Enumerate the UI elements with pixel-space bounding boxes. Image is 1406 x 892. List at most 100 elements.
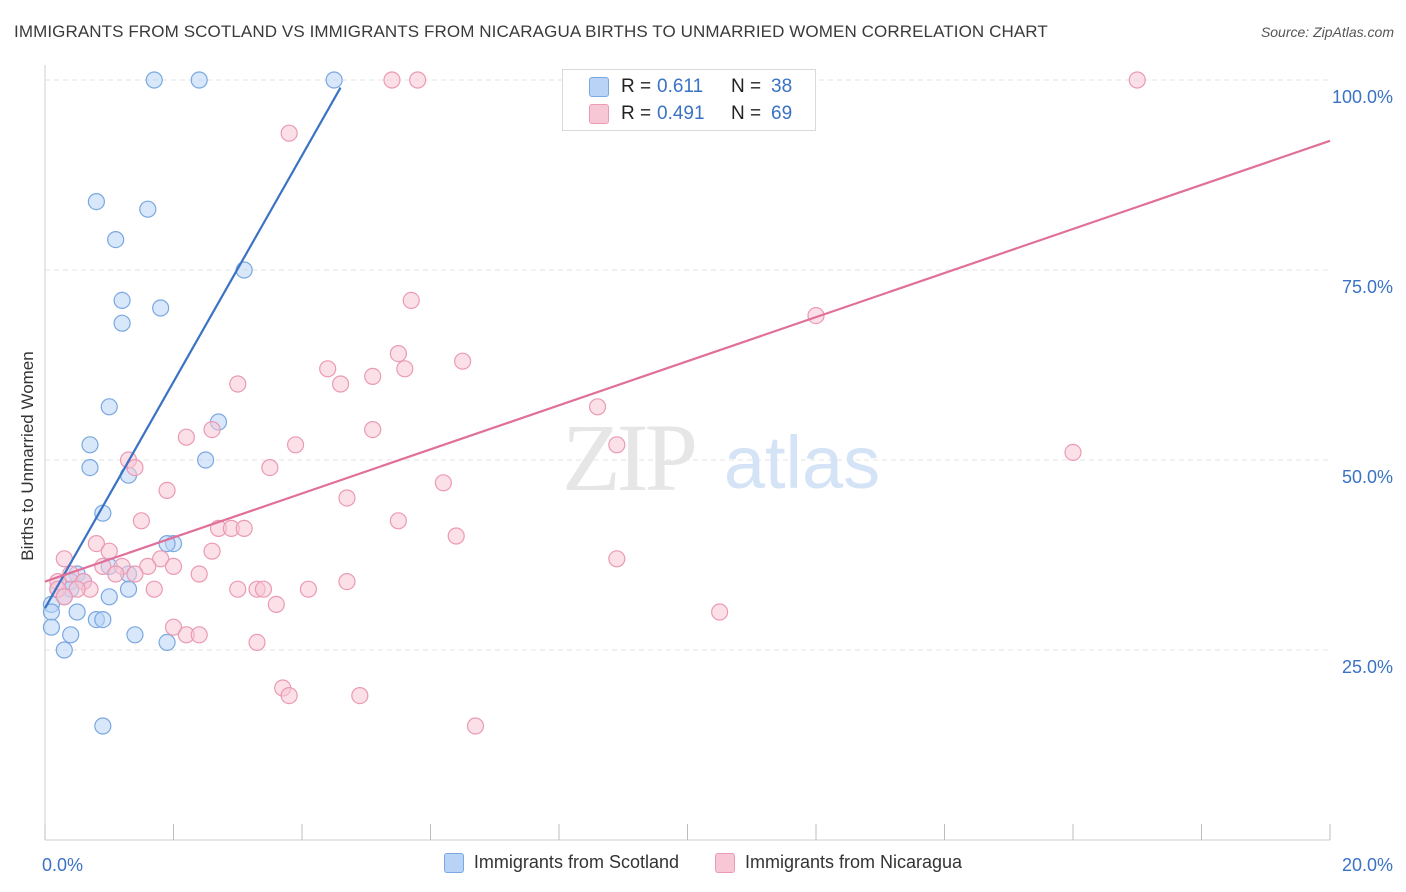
scotland-point [126,626,144,644]
scotland-trend-line [44,87,342,609]
nicaragua-point [409,71,427,89]
nicaragua-point [447,527,465,545]
nicaragua-point [454,352,472,370]
bottom-legend: Immigrants from Scotland Immigrants from… [0,852,1406,873]
nicaragua-point [203,542,221,560]
nicaragua-point [68,580,86,598]
scotland-point [158,633,176,652]
legend-item-nicaragua[interactable]: Immigrants from Nicaragua [715,852,962,873]
nicaragua-point [107,565,125,583]
scotland-point [94,610,112,629]
n-label: N = [731,103,762,124]
nicaragua-point [338,489,356,507]
nicaragua-point [158,481,176,499]
scotland-point [81,459,99,477]
scotland-point [190,71,208,89]
trend-lines [44,87,1331,609]
y-tick-label: 100.0% [1332,87,1393,107]
watermark: ZIP atlas [562,404,880,511]
watermark-atlas: atlas [724,421,880,504]
nicaragua-point [267,595,285,614]
scotland-point [119,580,138,598]
scotland-point [100,588,118,606]
nicaragua-point [229,580,247,598]
nicaragua-point [331,375,350,393]
scotland-point [197,451,215,469]
scotland-point [100,398,118,416]
legend-label-scotland: Immigrants from Scotland [473,852,679,872]
y-tick-label: 75.0% [1342,277,1393,297]
scotland-point [113,314,131,332]
nicaragua-swatch [715,852,735,873]
y-tick-label: 25.0% [1342,657,1393,677]
nicaragua-point [229,375,247,393]
nicaragua-point [608,550,626,568]
nicaragua-point [383,71,401,89]
scotland-point [62,626,80,644]
scotland-point [94,717,112,735]
nicaragua-point [319,360,337,378]
nicaragua-point [164,618,183,636]
n-label: N = [731,76,762,97]
nicaragua-point [248,633,266,652]
watermark-zip: ZIP [562,404,695,511]
scotland-point [235,261,253,279]
scotland-point [152,299,170,317]
nicaragua-point [254,580,273,598]
scotland-point [145,71,163,89]
nicaragua-point [466,717,485,735]
scotland-point [42,618,61,636]
gridlines [45,79,1330,651]
scotland-point [68,603,86,621]
nicaragua-swatch [589,104,609,124]
nicaragua-point [87,534,106,553]
nicaragua-point [434,474,452,492]
ticks: 0.0% 20.0% 25.0% 50.0% 75.0% 100.0% [42,87,1393,875]
nicaragua-point [389,512,407,530]
r-label: R = [621,76,652,97]
scotland-swatch [443,852,464,873]
series-nicaragua-points [49,71,1146,735]
nicaragua-point [608,436,626,454]
nicaragua-point [286,436,305,454]
x-tick-label: 0.0% [42,855,83,875]
nicaragua-point [190,565,208,583]
nicaragua-point [299,580,318,598]
nicaragua-point [139,557,157,576]
scotland-swatch [589,77,609,97]
stats-legend: R = 0.611 N = 38 R = 0.491 N = 69 [562,69,816,131]
r-value: 0.611 [657,76,704,97]
x-tick-label: 20.0% [1342,855,1393,875]
nicaragua-point [588,398,607,416]
r-value: 0.491 [657,103,705,124]
legend-label-nicaragua: Immigrants from Nicaragua [745,852,963,872]
nicaragua-point [711,603,729,621]
scotland-point [325,71,343,89]
nicaragua-point [126,459,144,477]
y-tick-label: 50.0% [1342,467,1393,487]
chart-title: IMMIGRANTS FROM SCOTLAND VS IMMIGRANTS F… [14,22,1048,41]
nicaragua-point [280,686,298,705]
legend-item-scotland[interactable]: Immigrants from Scotland [443,852,679,873]
nicaragua-point [364,367,382,385]
nicaragua-point [396,360,414,378]
nicaragua-point [126,565,144,583]
r-label: R = [621,103,652,124]
nicaragua-point [261,459,279,477]
nicaragua-point [190,626,208,644]
nicaragua-point [1064,443,1082,461]
nicaragua-point [132,512,150,530]
nicaragua-point [1128,71,1146,89]
nicaragua-point [402,291,420,309]
n-value: 38 [771,76,793,97]
nicaragua-point [280,124,298,142]
source-label[interactable]: Source: ZipAtlas.com [1260,24,1394,40]
nicaragua-point [55,588,73,606]
nicaragua-trend-line [44,139,1331,583]
stats-row-scotland: R = 0.611 N = 38 [589,74,792,100]
nicaragua-point [338,572,356,591]
nicaragua-point [235,519,253,538]
scotland-point [107,231,125,249]
scotland-point [139,200,157,218]
